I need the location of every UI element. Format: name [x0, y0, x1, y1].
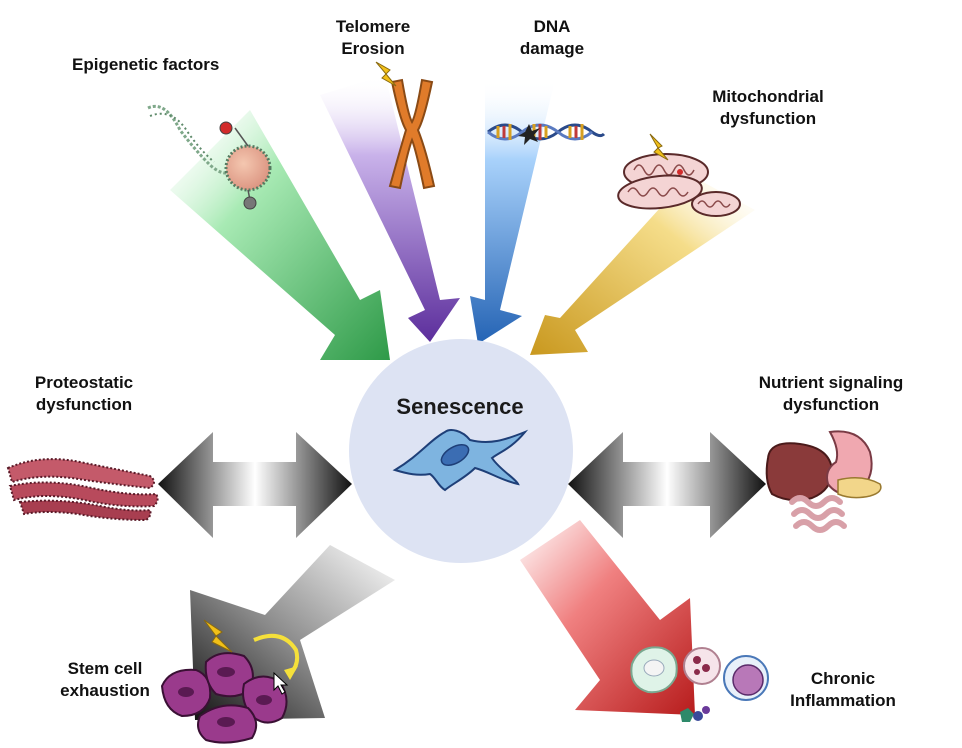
proteostatic-label-line1: Proteostatic: [34, 373, 134, 392]
stem-lightning-icon: [203, 619, 233, 653]
nutrient-label-line2: dysfunction: [782, 395, 880, 414]
proteostatic-label-line2: dysfunction: [35, 395, 133, 414]
nutrient-label-line1: Nutrient signaling: [758, 373, 904, 392]
epigenetic-dna-icon: [147, 104, 272, 210]
epigenetic-label: Epigenetic factors: [72, 55, 220, 74]
proteostatic-label: Proteostatic dysfunction: [14, 372, 154, 416]
dna-label: DNA damage: [502, 16, 602, 60]
dna-damage-icon: [487, 123, 606, 145]
mito-label-line1: Mitochondrial: [712, 87, 824, 106]
mito-arrow: [530, 175, 755, 355]
dna-break-icon: [518, 124, 540, 145]
senescent-cell-icon: [392, 429, 529, 492]
inflammation-label: Chronic Inflammation: [778, 668, 908, 712]
mitochondria-icon: [617, 133, 741, 217]
stem-cell-label-line1: Stem cell: [67, 659, 143, 678]
inflammation-label-line1: Chronic: [810, 669, 876, 688]
dna-arrow: [470, 80, 555, 344]
stem-cell-label-line2: exhaustion: [60, 681, 150, 700]
digestive-organs-icon: [765, 430, 882, 533]
telomere-lightning-icon: [375, 61, 397, 87]
telomere-label: Telomere Erosion: [318, 16, 428, 60]
mito-label-line2: dysfunction: [719, 109, 817, 128]
dna-label-line2: damage: [519, 39, 585, 58]
stem-cell-label: Stem cell exhaustion: [50, 658, 160, 702]
telomere-label-line2: Erosion: [341, 39, 405, 58]
telomere-label-line1: Telomere: [335, 17, 411, 36]
inflammation-label-line2: Inflammation: [790, 691, 896, 710]
dna-label-line1: DNA: [533, 17, 571, 36]
senescence-title: Senescence: [396, 394, 524, 419]
nutrient-double-arrow: [568, 432, 766, 538]
stem-cells-icon: [160, 619, 300, 744]
chromosome-icon: [375, 61, 436, 190]
mito-lightning-icon: [649, 133, 669, 161]
nutrient-label: Nutrient signaling dysfunction: [746, 372, 916, 416]
endoplasmic-reticulum-icon: [6, 458, 159, 522]
mito-label: Mitochondrial dysfunction: [698, 86, 838, 130]
immune-cells-icon: [630, 646, 769, 722]
mouse-cursor-icon: [273, 671, 289, 695]
proteostatic-double-arrow: [158, 432, 352, 538]
telomere-arrow: [320, 75, 460, 342]
